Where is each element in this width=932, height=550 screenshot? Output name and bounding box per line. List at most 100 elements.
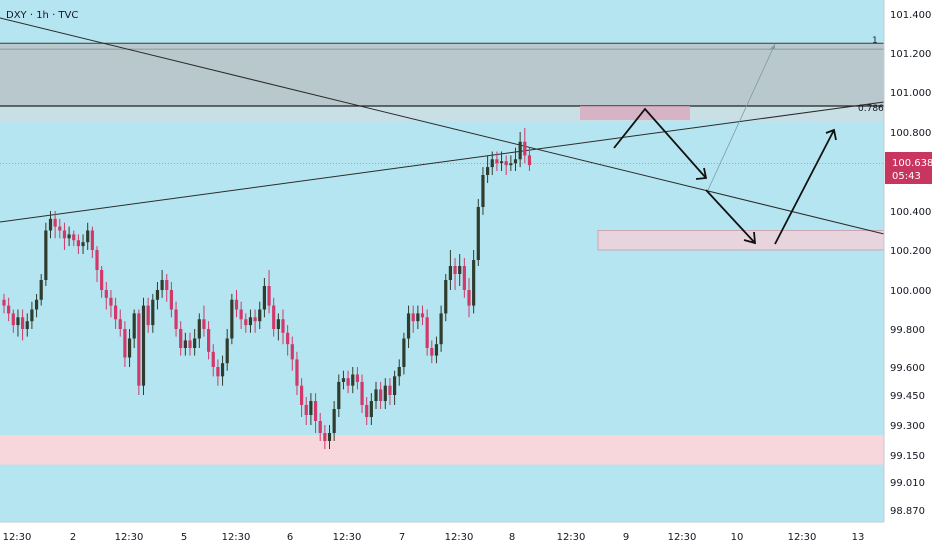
candle-body[interactable] [234,299,239,310]
candle-body[interactable] [509,163,513,166]
candle-body[interactable] [67,234,71,239]
candle-body[interactable] [155,290,160,300]
candle-body[interactable] [374,389,378,401]
candle-body[interactable] [467,290,471,306]
candle-body[interactable] [132,313,136,339]
candle-body[interactable] [495,159,499,164]
candle-body[interactable] [341,378,346,382]
candle-body[interactable] [416,313,420,322]
candle-body[interactable] [527,155,532,166]
candle-body[interactable] [406,313,411,339]
candle-body[interactable] [365,405,369,417]
candle-body[interactable] [230,299,234,339]
candle-body[interactable] [165,280,169,290]
candle-body[interactable] [523,141,527,156]
candle-body[interactable] [248,317,253,326]
candle-body[interactable] [481,175,485,207]
candle-body[interactable] [272,305,276,329]
candle-body[interactable] [188,340,192,348]
candle-body[interactable] [332,409,336,433]
candle-body[interactable] [476,207,480,260]
candle-body[interactable] [276,319,280,329]
candle-body[interactable] [21,317,25,329]
candle-body[interactable] [48,218,53,231]
candle-body[interactable] [109,297,113,306]
candle-body[interactable] [309,401,313,415]
candle-body[interactable] [137,313,141,386]
candle-body[interactable] [118,319,122,329]
candle-body[interactable] [25,321,29,329]
candle-body[interactable] [53,218,57,227]
candle-body[interactable] [179,329,183,348]
candle-body[interactable] [444,280,448,314]
candle-body[interactable] [388,385,392,395]
candle-body[interactable] [327,433,332,441]
candle-body[interactable] [318,421,322,433]
candle-body[interactable] [430,348,434,356]
candle-body[interactable] [258,309,262,322]
candle-body[interactable] [100,270,104,290]
candle-body[interactable] [141,305,146,386]
candle-body[interactable] [7,305,11,314]
candle-body[interactable] [439,313,443,345]
candle-body[interactable] [104,290,108,298]
candle-body[interactable] [313,401,318,421]
candle-body[interactable] [295,359,299,386]
candle-body[interactable] [44,230,48,281]
candle-body[interactable] [16,317,20,326]
candle-body[interactable] [183,340,187,348]
candle-body[interactable] [281,319,285,333]
candle-body[interactable] [513,159,518,164]
candle-body[interactable] [95,250,99,270]
candle-body[interactable] [225,338,229,364]
candle-body[interactable] [434,344,439,356]
candle-body[interactable] [472,260,476,306]
candle-body[interactable] [151,299,155,326]
candle-body[interactable] [360,381,364,405]
candle-body[interactable] [174,309,178,330]
candle-body[interactable] [499,161,504,164]
candle-body[interactable] [337,381,341,409]
candle-body[interactable] [239,309,243,320]
candle-body[interactable] [220,363,225,377]
candle-body[interactable] [160,280,164,290]
candle-body[interactable] [369,401,373,417]
candle-body[interactable] [411,313,415,322]
candle-body[interactable] [425,317,429,348]
candle-body[interactable] [123,329,127,358]
candle-body[interactable] [127,338,132,358]
candle-body[interactable] [486,167,490,175]
candle-body[interactable] [58,226,62,231]
candle-body[interactable] [462,266,466,290]
candle-body[interactable] [244,319,248,326]
candle-body[interactable] [146,305,150,326]
time-axis[interactable] [0,522,884,550]
candle-body[interactable] [211,351,215,367]
price-axis[interactable] [884,0,932,550]
candle-body[interactable] [379,389,383,401]
candle-body[interactable] [267,286,271,306]
candle-body[interactable] [11,313,15,326]
candle-body[interactable] [402,338,406,368]
candle-body[interactable] [300,385,304,405]
candle-body[interactable] [304,405,308,415]
candle-body[interactable] [34,299,39,310]
candle-body[interactable] [351,374,355,386]
candle-body[interactable] [262,286,266,310]
candle-body[interactable] [81,242,85,247]
candle-body[interactable] [453,266,457,274]
candle-body[interactable] [253,317,257,322]
candle-body[interactable] [346,378,350,386]
candle-body[interactable] [458,266,462,274]
candle-body[interactable] [323,433,327,441]
candle-body[interactable] [383,385,387,401]
candle-body[interactable] [86,230,90,243]
candle-body[interactable] [216,367,220,377]
candle-body[interactable] [62,230,67,239]
candle-body[interactable] [169,290,173,310]
candle-body[interactable] [72,234,76,241]
candle-body[interactable] [193,338,197,349]
candle-body[interactable] [207,329,211,352]
candle-body[interactable] [290,344,294,360]
candles-layer[interactable] [2,128,532,449]
